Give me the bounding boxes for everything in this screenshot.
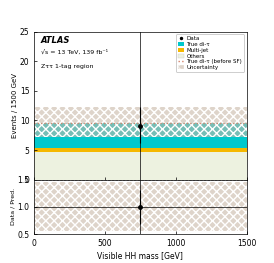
- Legend: Data, True di-τ, Multi-jet, Others, True di-τ (before SF), Uncertainty: Data, True di-τ, Multi-jet, Others, True…: [176, 34, 244, 72]
- Text: Zττ 1-tag region: Zττ 1-tag region: [41, 64, 93, 69]
- Y-axis label: Events / 1500 GeV: Events / 1500 GeV: [12, 73, 18, 138]
- Text: √s = 13 TeV, 139 fb⁻¹: √s = 13 TeV, 139 fb⁻¹: [41, 49, 108, 55]
- Text: ATLAS: ATLAS: [41, 36, 70, 45]
- X-axis label: Visible HH mass [GeV]: Visible HH mass [GeV]: [98, 251, 183, 260]
- Y-axis label: Data / Pred.: Data / Pred.: [11, 188, 16, 225]
